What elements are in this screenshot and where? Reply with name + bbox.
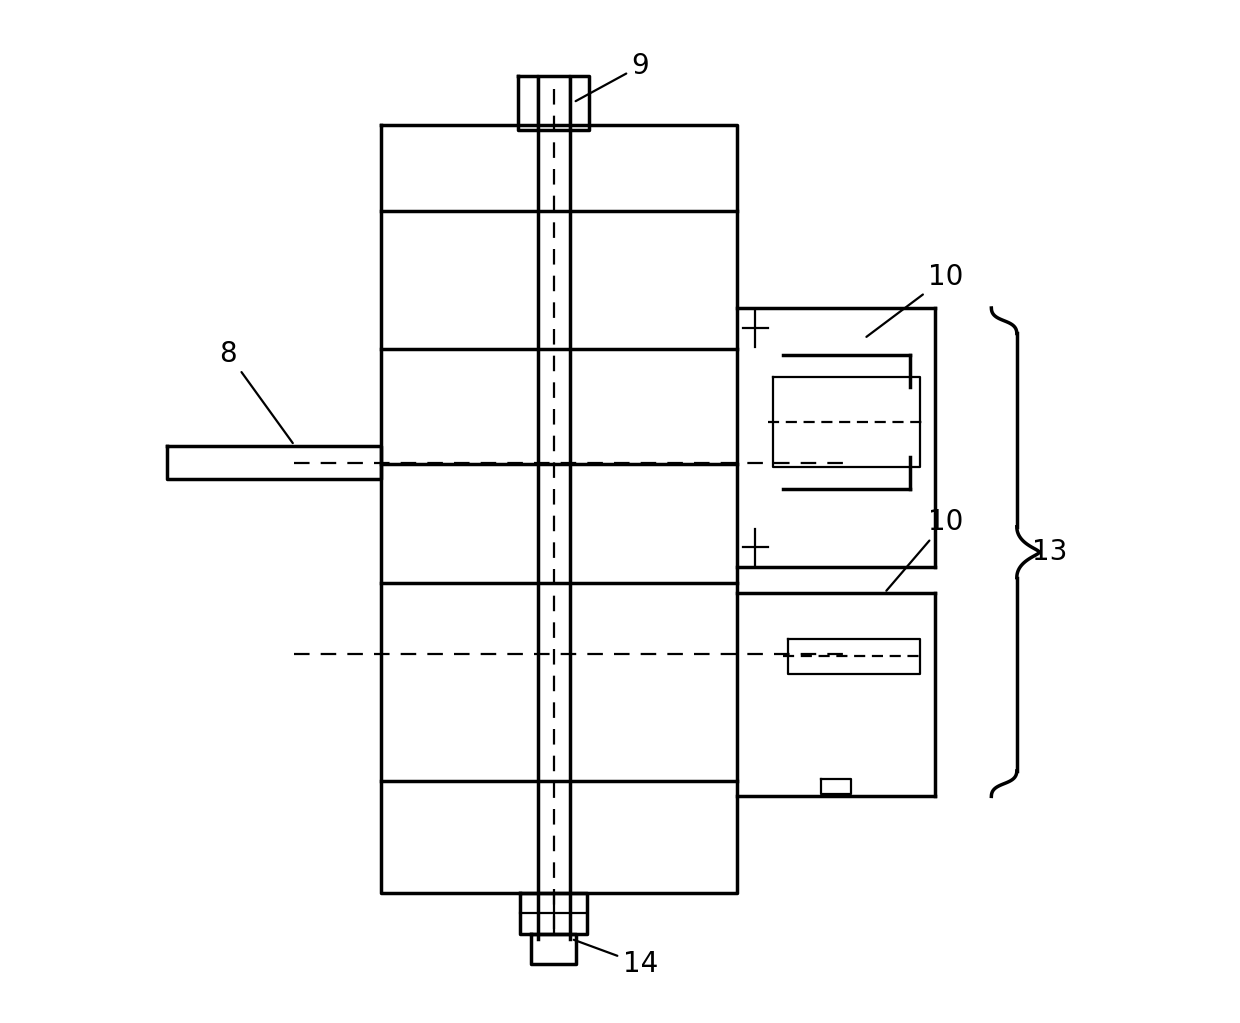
Text: 10: 10 — [867, 264, 963, 337]
Text: 8: 8 — [219, 340, 293, 443]
Text: 9: 9 — [575, 52, 650, 101]
Text: 14: 14 — [574, 940, 658, 978]
Text: 13: 13 — [1032, 538, 1068, 566]
Text: 10: 10 — [887, 507, 963, 591]
